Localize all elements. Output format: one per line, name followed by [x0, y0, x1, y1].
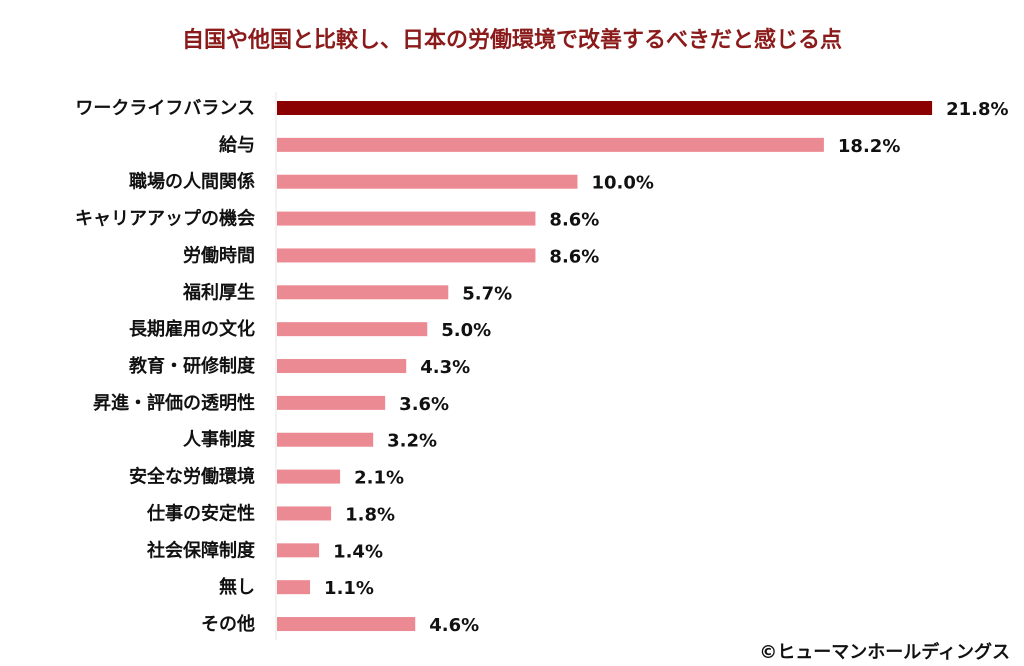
- category-label: 社会保障制度: [147, 539, 256, 561]
- value-label: 3.6%: [399, 394, 449, 415]
- value-label: 8.6%: [549, 210, 599, 231]
- value-label: 18.2%: [838, 136, 900, 157]
- value-label: 4.3%: [420, 357, 470, 378]
- bar: [277, 101, 933, 115]
- category-label: 教育・研修制度: [129, 355, 256, 377]
- bar: [277, 359, 407, 374]
- category-label: 職場の人間関係: [129, 171, 255, 193]
- category-label: 福利厚生: [182, 281, 255, 303]
- bar: [277, 395, 386, 410]
- value-label: 1.8%: [345, 504, 395, 525]
- category-label: 人事制度: [183, 429, 256, 451]
- category-label: キャリアアップの機会: [75, 208, 255, 230]
- bar: [277, 469, 341, 484]
- category-label: ワークライフバランス: [75, 98, 255, 119]
- category-label: 労働時間: [183, 244, 255, 266]
- value-label: 4.6%: [429, 615, 479, 636]
- value-label: 5.7%: [462, 283, 512, 304]
- value-label: 1.1%: [324, 578, 374, 599]
- bar: [277, 211, 536, 226]
- category-label: 給与: [219, 134, 255, 156]
- bar: [277, 506, 332, 521]
- bar: [277, 322, 428, 337]
- chart-title: 自国や他国と比較し、日本の労働環境で改善するべきだと感じる点: [181, 28, 842, 53]
- bar: [277, 174, 578, 189]
- category-label: 昇進・評価の透明性: [93, 392, 255, 414]
- value-label: 3.2%: [387, 431, 437, 452]
- value-label: 21.8%: [946, 99, 1008, 120]
- bar: [277, 543, 320, 558]
- bar: [277, 617, 416, 632]
- copyright-credit: ©ヒューマンホールディングス: [759, 642, 1010, 663]
- bar: [277, 580, 311, 595]
- value-label: 2.1%: [354, 468, 404, 489]
- bar: [277, 285, 449, 300]
- bar: [277, 248, 536, 263]
- category-label: 長期雇用の文化: [129, 318, 255, 340]
- value-label: 10.0%: [592, 173, 654, 194]
- value-label: 1.4%: [333, 541, 383, 562]
- value-label: 5.0%: [441, 320, 491, 341]
- category-label: 仕事の安定性: [146, 502, 255, 524]
- value-label: 8.6%: [549, 246, 599, 267]
- bar: [277, 432, 374, 447]
- category-label: 無し: [219, 576, 255, 598]
- bar: [277, 137, 824, 152]
- category-label: 安全な労働環境: [129, 466, 255, 488]
- category-label: その他: [201, 613, 255, 635]
